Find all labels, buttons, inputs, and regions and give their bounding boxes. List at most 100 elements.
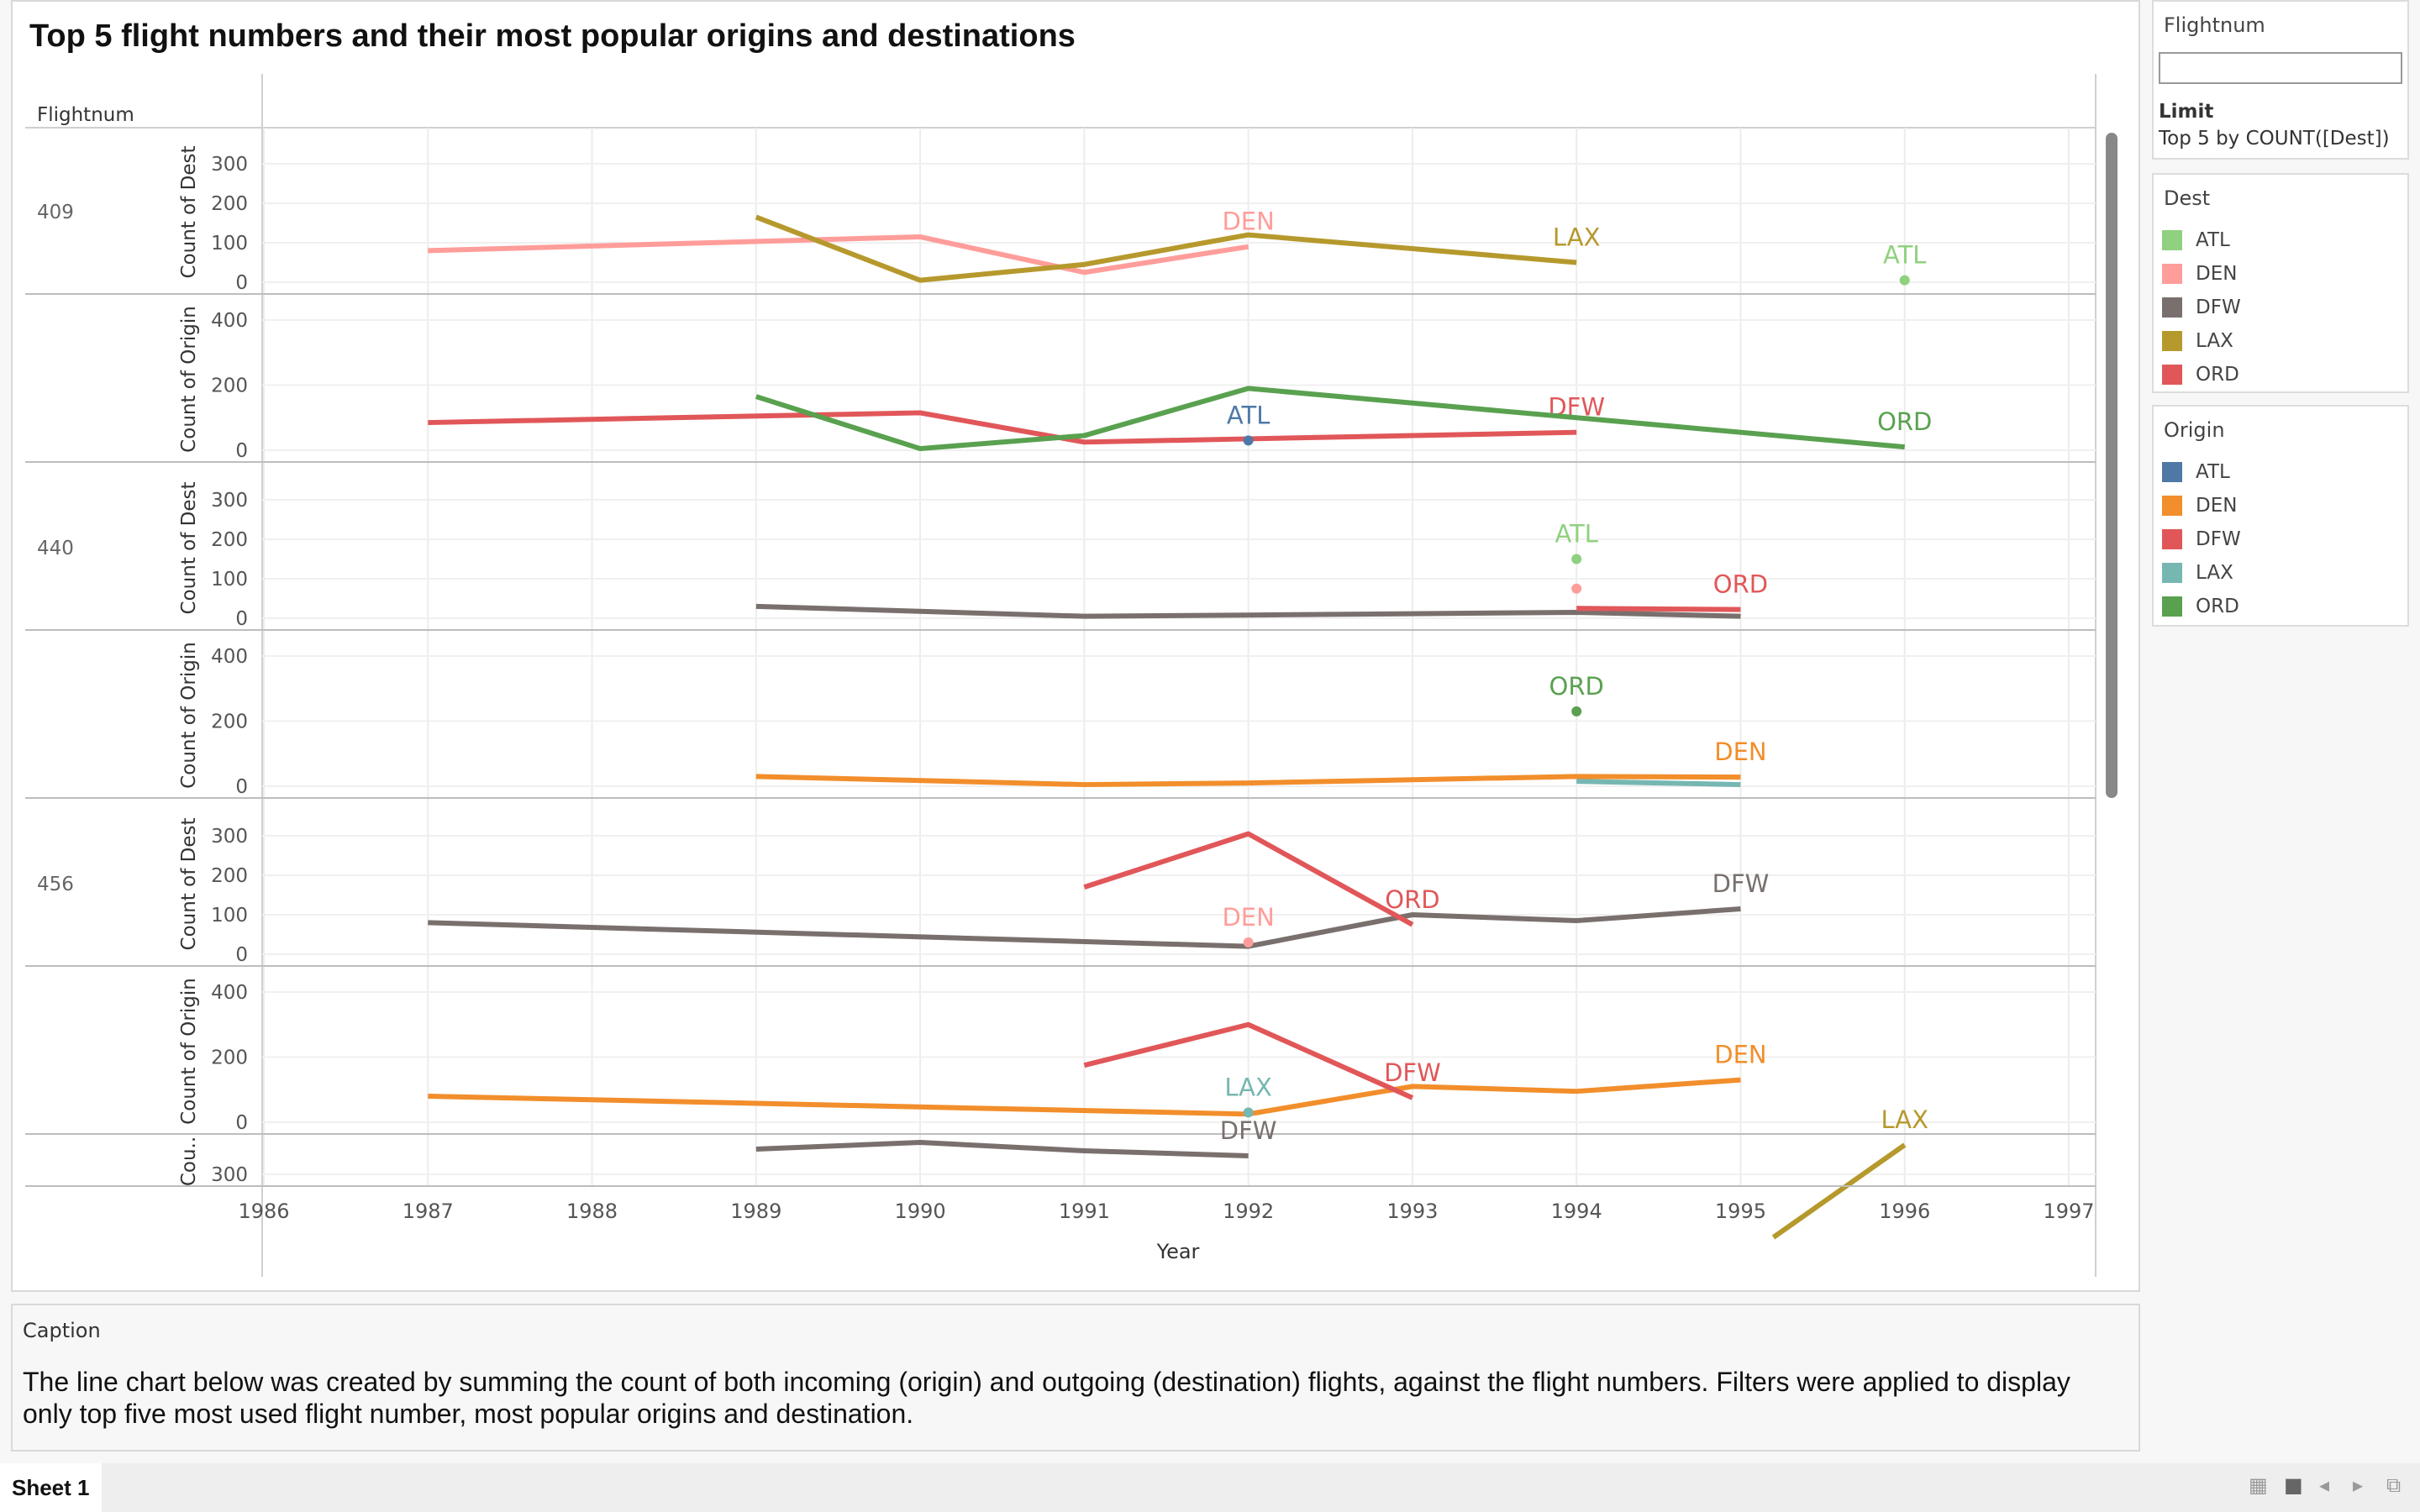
series-label-ord: ORD bbox=[1877, 407, 1932, 436]
x-tick-label: 1997 bbox=[2043, 1200, 2094, 1223]
dest-legend-item-atl[interactable]: ATL bbox=[2157, 223, 2241, 257]
flightnum-label-440: 440 bbox=[37, 538, 74, 559]
chart-title: Top 5 flight numbers and their most popu… bbox=[29, 18, 1076, 54]
y-tick-label: 400 bbox=[211, 646, 248, 668]
series-line-lax bbox=[1576, 779, 1741, 788]
series-line-dfw bbox=[1083, 1021, 1414, 1100]
panel-next-dest: Cou.. 300 DFW LAX bbox=[25, 1105, 2096, 1240]
series-label-lax: LAX bbox=[1553, 223, 1601, 252]
limit-text: Top 5 by COUNT([Dest]) bbox=[2159, 128, 2390, 150]
x-tick-label: 1991 bbox=[1059, 1200, 1110, 1223]
series-point-ord bbox=[1571, 706, 1582, 717]
origin-legend-item-lax[interactable]: LAX bbox=[2157, 556, 2241, 590]
y-tick-label: 100 bbox=[211, 233, 248, 255]
series-label-lax: LAX bbox=[1224, 1073, 1272, 1101]
series-line-dfw bbox=[428, 410, 1577, 445]
flightnum-filter-input[interactable] bbox=[2159, 52, 2402, 84]
series-line-dfw bbox=[755, 1140, 1249, 1158]
row-header-flightnum: Flightnum bbox=[37, 104, 134, 126]
dest-legend-item-den[interactable]: DEN bbox=[2157, 257, 2241, 291]
dest-legend-item-dfw[interactable]: DFW bbox=[2157, 291, 2241, 324]
legend-swatch bbox=[2162, 529, 2182, 549]
series-label-atl: ATL bbox=[1227, 401, 1270, 429]
y-axis-title: Cou.. bbox=[178, 1137, 200, 1186]
y-tick-label: 300 bbox=[211, 490, 248, 512]
dest-legend: ATL DEN DFW LAX ORD bbox=[2157, 223, 2241, 391]
presentation-icon[interactable]: ⧉ bbox=[2386, 1473, 2402, 1497]
panel-456-origin: Count of Origin 0 200 400 DEN DFW LAX bbox=[25, 978, 2096, 1135]
series-label-atl: ATL bbox=[1883, 241, 1926, 270]
grid-view-icon[interactable]: ▦ bbox=[2249, 1473, 2268, 1497]
y-axis-title: Count of Origin bbox=[178, 978, 200, 1125]
legend-swatch bbox=[2162, 496, 2182, 516]
origin-legend-card: Origin ATL DEN DFW LAX ORD bbox=[2152, 405, 2409, 627]
origin-legend-title: Origin bbox=[2164, 418, 2225, 442]
panel-440-origin: Count of Origin 0 200 400 DEN ORD bbox=[25, 642, 2096, 799]
previous-sheet-icon[interactable]: ◂ bbox=[2319, 1473, 2330, 1497]
flightnum-label-409: 409 bbox=[37, 202, 74, 223]
caption-panel: Caption The line chart below was created… bbox=[11, 1304, 2140, 1452]
y-tick-label: 0 bbox=[235, 1112, 248, 1134]
series-label-den: DEN bbox=[1222, 903, 1274, 932]
series-line-dfw bbox=[428, 906, 1741, 949]
origin-legend-item-atl[interactable]: ATL bbox=[2157, 455, 2241, 489]
dashboard: Top 5 flight numbers and their most popu… bbox=[11, 0, 2140, 1292]
y-tick-label: 0 bbox=[235, 272, 248, 294]
x-tick-label: 1995 bbox=[1715, 1200, 1766, 1223]
y-tick-label: 100 bbox=[211, 905, 248, 927]
y-tick-label: 0 bbox=[235, 440, 248, 462]
y-tick-label: 200 bbox=[211, 1047, 248, 1069]
y-axis-title: Count of Origin bbox=[178, 642, 200, 789]
legend-swatch bbox=[2162, 297, 2182, 318]
dest-legend-card: Dest ATL DEN DFW LAX ORD bbox=[2152, 173, 2409, 393]
series-point-atl bbox=[1899, 275, 1910, 286]
legend-label: DFW bbox=[2196, 297, 2241, 318]
series-label-ord: ORD bbox=[1549, 672, 1604, 701]
sheet-tab[interactable]: Sheet 1 bbox=[0, 1463, 102, 1512]
scrollbar-thumb[interactable] bbox=[2106, 133, 2118, 798]
legend-label: DFW bbox=[2196, 528, 2241, 550]
series-label-dfw: DFW bbox=[1384, 1058, 1441, 1087]
series-label-dfw: DFW bbox=[1712, 869, 1770, 898]
x-tick-label: 1988 bbox=[566, 1200, 618, 1223]
x-tick-label: 1993 bbox=[1386, 1200, 1438, 1223]
panel-456-dest: Count of Dest 0 100 200 300 DFW ORD DEN bbox=[25, 818, 2096, 967]
series-point-atl bbox=[1571, 554, 1582, 564]
legend-label: DEN bbox=[2196, 263, 2238, 285]
y-tick-label: 300 bbox=[211, 826, 248, 848]
next-sheet-icon[interactable]: ▸ bbox=[2353, 1473, 2364, 1497]
series-line-ord bbox=[1576, 606, 1741, 612]
legend-label: ATL bbox=[2196, 229, 2230, 251]
series-line-den bbox=[428, 1077, 1741, 1117]
series-line-ord bbox=[755, 386, 1905, 452]
series-line-den bbox=[428, 234, 1249, 276]
legend-label: DEN bbox=[2196, 495, 2238, 517]
dest-legend-item-ord[interactable]: ORD bbox=[2157, 358, 2241, 391]
series-label-dfw: DFW bbox=[1220, 1116, 1277, 1145]
y-tick-label: 400 bbox=[211, 982, 248, 1004]
dest-legend-item-lax[interactable]: LAX bbox=[2157, 324, 2241, 358]
series-label-lax: LAX bbox=[1881, 1105, 1928, 1134]
legend-swatch bbox=[2162, 230, 2182, 250]
caption-text: The line chart below was created by summ… bbox=[23, 1367, 2070, 1429]
caption-title: Caption bbox=[23, 1319, 101, 1342]
x-axis-title: Year bbox=[1156, 1240, 1200, 1263]
series-point-lax bbox=[1243, 1107, 1254, 1118]
series-line-den bbox=[755, 774, 1741, 788]
dest-legend-title: Dest bbox=[2164, 186, 2211, 210]
x-tick-label: 1990 bbox=[895, 1200, 946, 1223]
x-tick-label: 1992 bbox=[1223, 1200, 1274, 1223]
x-tick-label: 1996 bbox=[1879, 1200, 1930, 1223]
origin-legend-item-ord[interactable]: ORD bbox=[2157, 590, 2241, 623]
y-axis-title: Count of Dest bbox=[178, 146, 200, 279]
origin-legend-item-dfw[interactable]: DFW bbox=[2157, 522, 2241, 556]
series-point-den bbox=[1571, 583, 1582, 594]
legend-swatch bbox=[2162, 365, 2182, 385]
origin-legend-item-den[interactable]: DEN bbox=[2157, 489, 2241, 522]
y-axis-title: Count of Dest bbox=[178, 482, 200, 615]
line-chart[interactable]: Flightnum 409 Count of Dest 0 100 200 300 DEN LA… bbox=[0, 0, 2420, 1294]
sheet-tab-bar: Sheet 1 ▦ ■ ◂ ▸ ⧉ bbox=[0, 1463, 2420, 1512]
single-view-icon[interactable]: ■ bbox=[2284, 1473, 2303, 1497]
series-point-den bbox=[1243, 937, 1254, 948]
